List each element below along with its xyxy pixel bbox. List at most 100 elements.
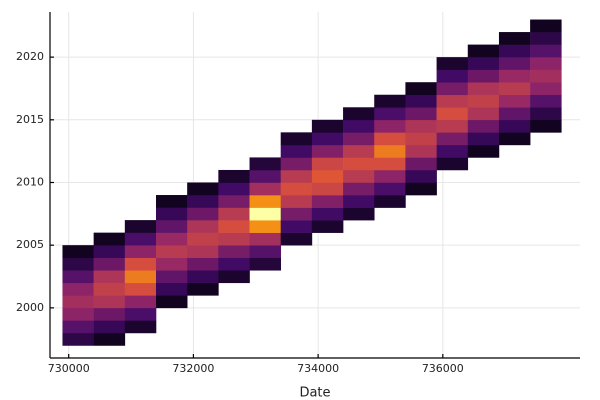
heat-cell [467, 107, 500, 121]
heat-cell [343, 169, 375, 183]
heat-cell [530, 69, 562, 83]
heat-cell [62, 307, 94, 321]
heat-cell [218, 182, 250, 196]
heat-cell [467, 144, 500, 158]
heat-cell [249, 257, 282, 271]
heat-cell [436, 107, 469, 121]
y-tick-label: 2010 [16, 175, 44, 188]
heat-cell [467, 57, 500, 70]
heat-cell [218, 232, 250, 246]
heat-cell [93, 232, 126, 246]
heat-cell [249, 220, 282, 233]
heat-cell [374, 169, 406, 183]
heat-cell [311, 144, 344, 158]
heat-cell [124, 232, 157, 246]
heat-cell [467, 82, 500, 96]
heat-cell [311, 157, 344, 171]
heat-cell [280, 157, 313, 171]
heat-cell [187, 207, 219, 221]
heat-cell [311, 195, 344, 208]
x-tick-label: 736000 [422, 362, 464, 375]
heat-cell [218, 169, 250, 183]
heat-cell [62, 245, 94, 259]
heat-cell [93, 257, 126, 271]
heat-cell [62, 270, 94, 284]
heat-cell [498, 119, 531, 133]
heat-cell [343, 144, 375, 158]
heat-cell [343, 207, 375, 221]
heat-cell [62, 332, 94, 346]
heat-cell [374, 157, 406, 171]
heat-cell [343, 182, 375, 196]
heat-cell [156, 220, 188, 233]
heat-cell [124, 257, 157, 271]
heat-cell [374, 107, 406, 121]
heat-cell [467, 119, 500, 133]
heat-cell [280, 169, 313, 183]
heat-cell [498, 32, 531, 45]
heat-cell [218, 245, 250, 259]
heat-cell [249, 195, 282, 208]
heat-cell [93, 270, 126, 284]
y-tick-label: 2000 [16, 301, 44, 314]
heat-cell [530, 57, 562, 70]
heat-cell [436, 82, 469, 96]
heat-cell [343, 157, 375, 171]
heat-cell [218, 257, 250, 271]
heat-cell [467, 94, 500, 108]
x-tick-label: 730000 [48, 362, 90, 375]
heat-cell [249, 207, 282, 221]
heat-cell [249, 169, 282, 183]
heat-cell [311, 132, 344, 146]
heat-cell [374, 182, 406, 196]
heat-cell [498, 57, 531, 70]
heat-cell [374, 195, 406, 208]
heat-cell [280, 232, 313, 246]
heat-cell [405, 94, 437, 108]
heat-cell [436, 157, 469, 171]
heat-cell [436, 119, 469, 133]
heat-cell [218, 220, 250, 233]
heat-cell [187, 270, 219, 284]
heat-cell [156, 245, 188, 259]
heat-cell [374, 119, 406, 133]
heat-cell [530, 32, 562, 45]
heat-cell [436, 132, 469, 146]
heat-cell [530, 107, 562, 121]
heat-cell [498, 132, 531, 146]
heat-cell [498, 44, 531, 58]
heat-cell [187, 282, 219, 296]
heat-cell [280, 207, 313, 221]
heat-cell [156, 270, 188, 284]
heat-cell [156, 207, 188, 221]
heat-cell [280, 220, 313, 233]
heat-cell [249, 157, 282, 171]
heat-cell [124, 220, 157, 233]
heat-cell [311, 182, 344, 196]
heat-cell [187, 257, 219, 271]
heat-cell [187, 182, 219, 196]
heat-cell [530, 19, 562, 33]
heat-cell [436, 144, 469, 158]
heat-cell [187, 195, 219, 208]
heat-cell [187, 232, 219, 246]
heat-cell [467, 132, 500, 146]
y-tick-label: 2015 [16, 113, 44, 126]
heat-cell [93, 307, 126, 321]
heat-cell [218, 195, 250, 208]
heat-cell [93, 282, 126, 296]
heat-cell [62, 295, 94, 309]
heat-cell [280, 182, 313, 196]
heat-cell [374, 94, 406, 108]
heat-cell [249, 232, 282, 246]
heat-cell [467, 69, 500, 83]
heat-cell [343, 107, 375, 121]
heat-cell [124, 282, 157, 296]
heat-cell [374, 132, 406, 146]
heat-cell [156, 295, 188, 309]
heat-cell [62, 257, 94, 271]
heat-cell [124, 320, 157, 334]
heat-cell [405, 132, 437, 146]
heat-cell [405, 169, 437, 183]
